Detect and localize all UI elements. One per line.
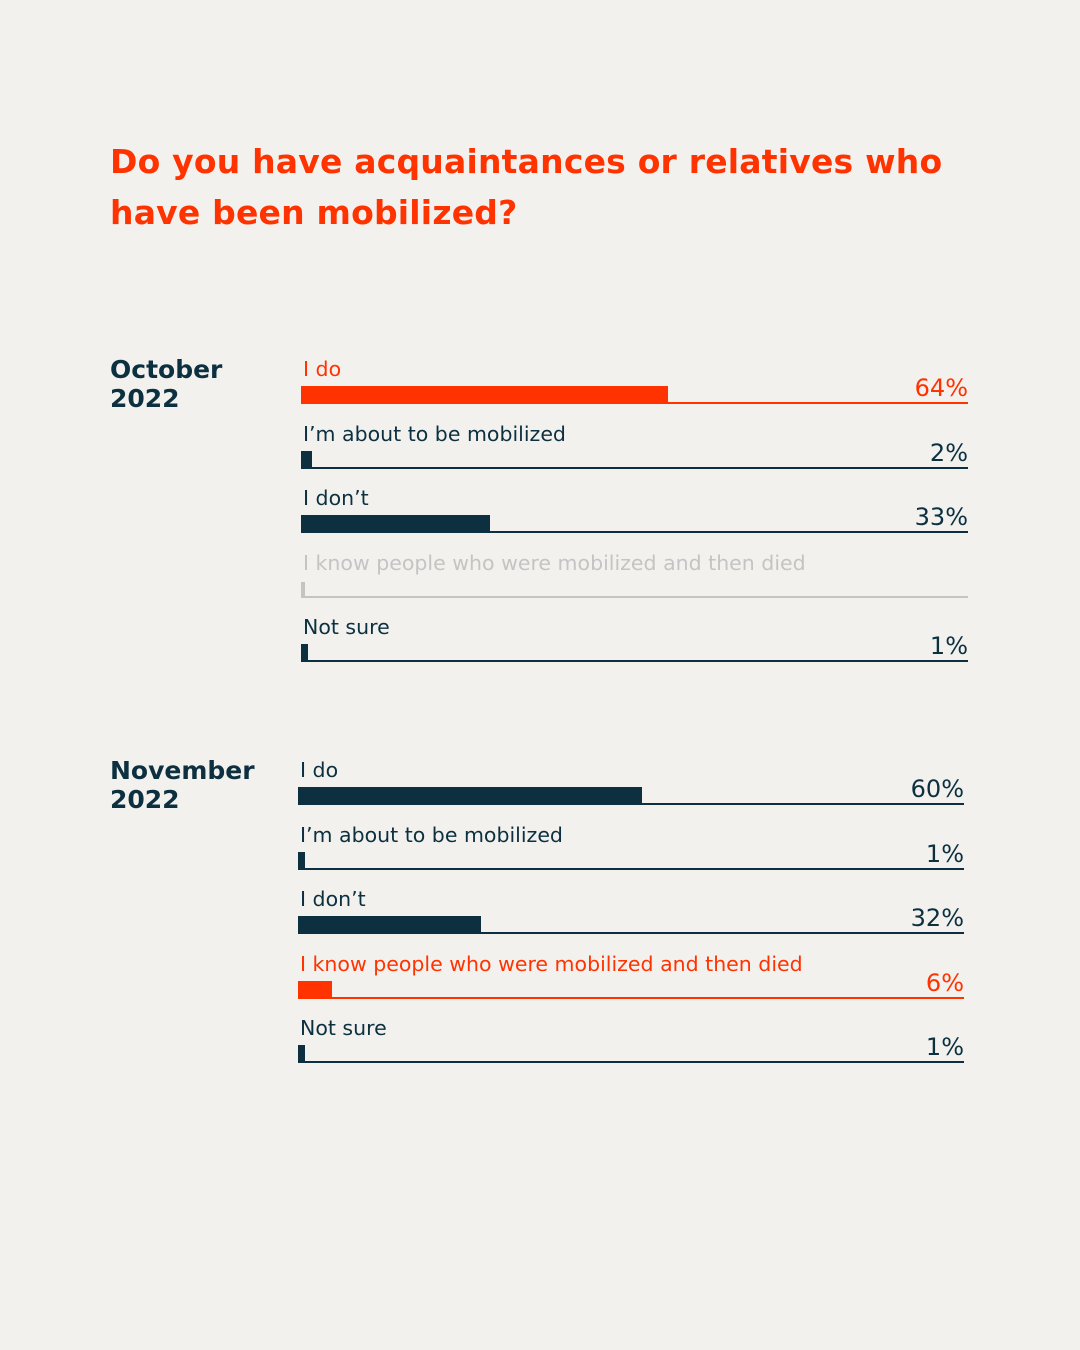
chart-title: Do you have acquaintances or relatives w…: [110, 142, 943, 232]
category-label: I do: [300, 758, 339, 782]
bar: [301, 581, 305, 597]
value-label: 1%: [927, 632, 968, 660]
bar-row: Not sure 1%: [301, 615, 968, 662]
bar-baseline: [301, 595, 968, 598]
bar: [298, 980, 333, 998]
category-label: I know people who were mobilized and the…: [303, 550, 806, 575]
bar: [301, 644, 308, 661]
bar-baseline: [298, 932, 964, 934]
bar-row: I don’t 32%: [298, 887, 964, 934]
category-label: I know people who were mobilized and the…: [300, 951, 803, 976]
group-label-october: October 2022: [110, 355, 223, 413]
category-label: I don’t: [300, 887, 366, 911]
category-label: Not sure: [300, 1016, 387, 1040]
category-label: I don’t: [303, 486, 369, 510]
value-label: 64%: [912, 374, 968, 402]
bar-row: I do 60%: [298, 758, 964, 805]
bar: [301, 515, 491, 532]
value-label: 2%: [927, 438, 968, 467]
bar-baseline: [301, 531, 968, 533]
value-label: 1%: [923, 1033, 964, 1061]
bar: [301, 386, 669, 403]
value-label: 1%: [923, 839, 964, 868]
bar-baseline: [301, 466, 968, 469]
bar-baseline: [298, 803, 964, 805]
category-label: Not sure: [303, 615, 390, 639]
category-label: I do: [303, 357, 342, 381]
value-label: 33%: [912, 503, 968, 531]
value-label: 32%: [908, 904, 964, 932]
bar-baseline: [301, 402, 968, 404]
category-label: I’m about to be mobilized: [303, 421, 566, 446]
bar-row: I know people who were mobilized and the…: [298, 951, 964, 999]
category-label: I’m about to be mobilized: [300, 822, 563, 847]
bar-baseline: [298, 1061, 964, 1063]
bar-row: I’m about to be mobilized 2%: [301, 421, 968, 469]
group-label-november: November 2022: [110, 756, 255, 814]
bar: [298, 1045, 305, 1062]
bar: [298, 851, 305, 869]
bar-baseline: [301, 660, 968, 662]
value-label: 6%: [923, 968, 964, 997]
bar: [301, 450, 313, 468]
bar-row: Not sure 1%: [298, 1016, 964, 1063]
value-label: 60%: [908, 775, 964, 803]
bar-row: I’m about to be mobilized 1%: [298, 822, 964, 870]
bar-baseline: [298, 867, 964, 870]
bar-row: I know people who were mobilized and the…: [301, 550, 968, 598]
bar: [298, 787, 642, 804]
bar-row: I do 64%: [301, 357, 968, 404]
bar: [298, 916, 482, 933]
bar-baseline: [298, 996, 964, 999]
bar-row: I don’t 33%: [301, 486, 968, 533]
